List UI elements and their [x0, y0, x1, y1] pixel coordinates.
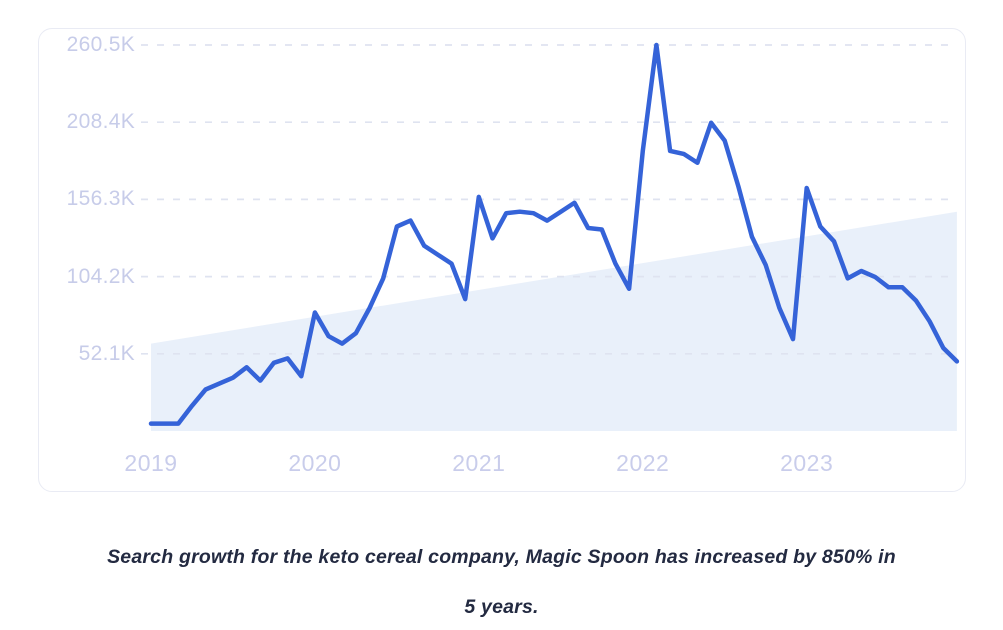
x-axis-tick-label-2023: 2023	[780, 450, 834, 476]
y-axis-tick-label-208-4k: 208.4K	[66, 110, 135, 134]
y-axis-tick-label-156-3k: 156.3K	[66, 187, 135, 211]
chart-caption: Search growth for the keto cereal compan…	[0, 532, 1003, 630]
x-axis-tick-label-2020: 2020	[288, 450, 342, 476]
y-axis-tick-label-104-2k: 104.2K	[66, 264, 135, 288]
caption-line-1: Search growth for the keto cereal compan…	[107, 546, 896, 568]
trend-area	[151, 211, 957, 431]
chart-canvas	[141, 42, 960, 431]
x-axis-tick-label-2021: 2021	[452, 450, 506, 476]
x-axis-tick-label-2022: 2022	[616, 450, 670, 476]
caption-line-2: 5 years.	[464, 596, 539, 618]
search-volume-line	[148, 42, 960, 426]
y-axis-tick-label-260-5k: 260.5K	[66, 33, 135, 56]
x-axis-tick-label-2019: 2019	[124, 450, 178, 476]
search-growth-chart-card: 260.5K 208.4K 156.3K 104.2K 52.1K 2019 2…	[38, 28, 966, 492]
y-axis-tick-label-52-1k: 52.1K	[78, 341, 135, 365]
